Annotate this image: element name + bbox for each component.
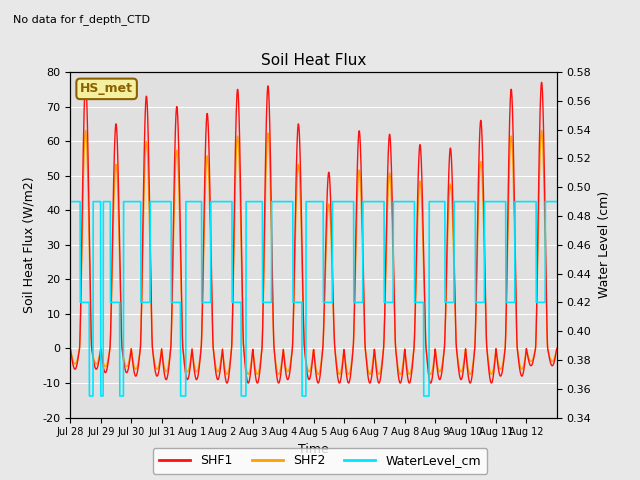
Text: No data for f_depth_CTD: No data for f_depth_CTD (13, 14, 150, 25)
Y-axis label: Water Level (cm): Water Level (cm) (598, 191, 611, 299)
Legend: SHF1, SHF2, WaterLevel_cm: SHF1, SHF2, WaterLevel_cm (153, 448, 487, 474)
Title: Soil Heat Flux: Soil Heat Flux (261, 53, 366, 68)
Text: HS_met: HS_met (80, 83, 133, 96)
Y-axis label: Soil Heat Flux (W/m2): Soil Heat Flux (W/m2) (22, 177, 36, 313)
X-axis label: Time: Time (298, 443, 329, 456)
